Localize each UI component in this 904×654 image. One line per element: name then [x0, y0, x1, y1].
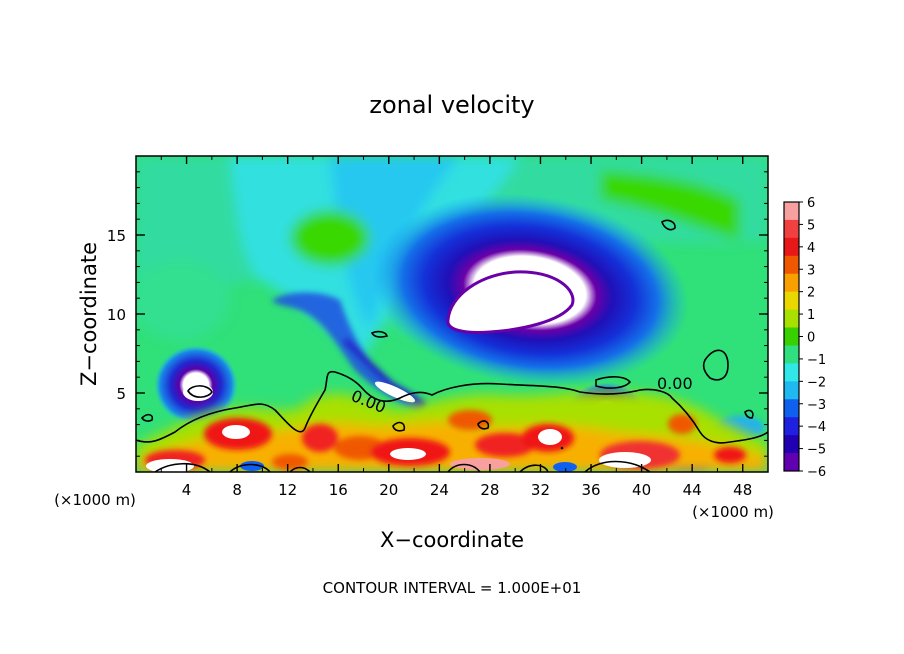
colorbar-tick-label: −1 — [807, 353, 826, 368]
colorbar-swatch — [784, 255, 799, 275]
colorbar-swatch — [784, 381, 799, 400]
colorbar-tick-label: 5 — [807, 218, 815, 233]
colorbar-swatch — [784, 453, 799, 472]
chart-title: zonal velocity — [369, 91, 534, 119]
x-tick-label: 48 — [733, 481, 752, 499]
x-tick-label: 40 — [632, 481, 651, 499]
x-tick-label: 24 — [430, 481, 449, 499]
colorbar-swatch — [784, 219, 799, 239]
colorbar-tick-label: −3 — [807, 398, 826, 413]
colorbar-swatch — [784, 327, 799, 346]
colorbar-swatch — [784, 399, 799, 418]
y-tick-label: 15 — [107, 227, 126, 245]
x-tick-label: 12 — [278, 481, 297, 499]
colorbar-tick-label: −2 — [807, 375, 826, 390]
x-tick-label: 8 — [232, 481, 242, 499]
y-tick-label: 10 — [107, 306, 126, 324]
y-axis-label: Z−coordinate — [77, 242, 101, 386]
colorbar-tick-label: −6 — [807, 465, 826, 480]
colorbar-swatch — [784, 291, 799, 311]
colorbar-tick-label: 4 — [807, 241, 815, 256]
x-tick-label: 20 — [379, 481, 398, 499]
y-tick-label: 5 — [116, 385, 126, 403]
colorbar-tick-label: 1 — [807, 308, 815, 323]
colorbar-swatch — [784, 363, 799, 382]
x-tick-label: 44 — [683, 481, 702, 499]
velocity-field — [136, 156, 768, 472]
x-unit-label-right: (×1000 m) — [692, 503, 774, 521]
colorbar-tick-label: 6 — [807, 196, 815, 211]
colorbar-swatch — [784, 273, 799, 293]
colorbar-swatch — [784, 417, 799, 436]
contour-label: 0.00 — [657, 374, 693, 393]
y-axis-ticks: 5 10 15 — [107, 171, 768, 457]
colorbar-tick-label: 2 — [807, 286, 815, 301]
x-tick-label: 16 — [329, 481, 348, 499]
colorbar-tick-label: −5 — [807, 443, 826, 458]
colorbar-tick-label: 0 — [807, 331, 815, 346]
x-tick-label: 36 — [581, 481, 600, 499]
x-axis-ticks: 4 8 12 16 20 24 28 32 36 40 44 48 — [160, 156, 752, 499]
colorbar-swatch — [784, 202, 799, 221]
x-tick-label: 4 — [182, 481, 192, 499]
colorbar-swatch — [784, 237, 799, 257]
x-unit-label-left: (×1000 m) — [54, 491, 136, 509]
x-tick-label: 28 — [480, 481, 499, 499]
colorbar-tick-label: 3 — [807, 263, 815, 278]
colorbar-ticks: 6 5 4 3 2 1 0 −1 −2 −3 −4 −5 −6 — [799, 196, 826, 480]
colorbar-swatch — [784, 309, 799, 329]
colorbar-swatch — [784, 435, 799, 454]
colorbar — [783, 201, 800, 472]
colorbar-swatch — [784, 345, 799, 364]
x-axis-label: X−coordinate — [380, 528, 524, 552]
colorbar-tick-label: −4 — [807, 420, 826, 435]
x-tick-label: 32 — [531, 481, 550, 499]
contour-interval-note: CONTOUR INTERVAL = 1.000E+01 — [323, 579, 582, 597]
